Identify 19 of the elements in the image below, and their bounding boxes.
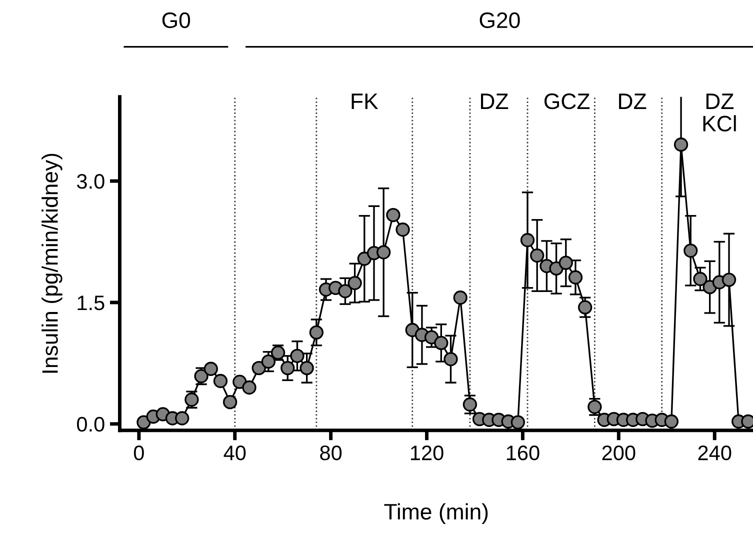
text: G20 bbox=[480, 12, 520, 28]
annotation: DZ bbox=[619, 94, 646, 109]
x-tick-label: 120 bbox=[410, 446, 444, 460]
x-tick-label: 240 bbox=[698, 446, 732, 460]
y-tick-label: 1.5 bbox=[78, 296, 104, 310]
annotation: DZ bbox=[481, 94, 508, 109]
x-tick-label: 40 bbox=[224, 446, 246, 460]
annotation: DZ KCl bbox=[703, 94, 736, 132]
y-tick-label: 0.0 bbox=[77, 416, 104, 432]
text: G0 bbox=[162, 12, 190, 28]
y-axis-title: Insulin (pg/min/kidney) bbox=[42, 154, 62, 373]
y-tick-label: 3.0 bbox=[76, 174, 104, 189]
x-tick-label: 80 bbox=[320, 446, 342, 460]
x-tick-label: 200 bbox=[602, 446, 636, 460]
annotation: GCZ bbox=[544, 93, 590, 110]
annotation: FK bbox=[352, 94, 378, 109]
x-tick-label: 160 bbox=[506, 446, 540, 460]
x-tick-label: 0 bbox=[134, 446, 144, 460]
x-axis-title: Time (min) bbox=[384, 503, 488, 524]
